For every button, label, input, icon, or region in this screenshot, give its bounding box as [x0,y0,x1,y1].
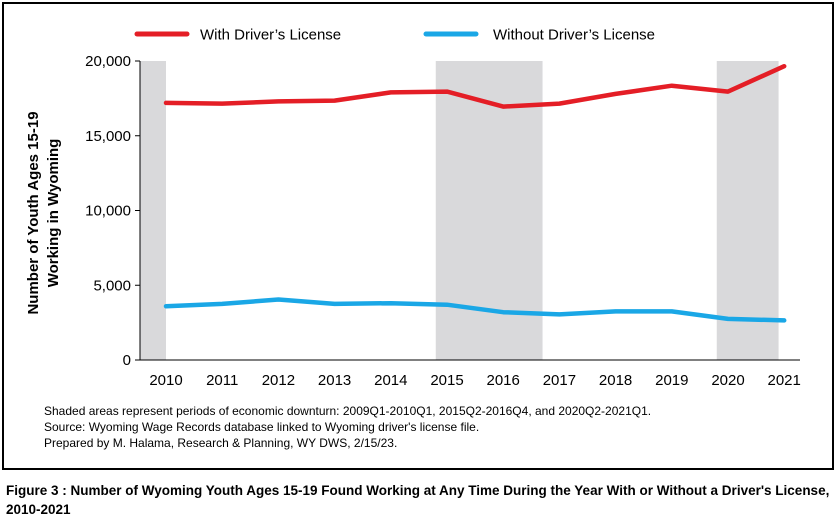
note-source: Source: Wyoming Wage Records database li… [44,420,480,434]
legend-label-1: With Driver’s License [200,27,341,44]
x-tick-label: 2019 [655,372,688,389]
note-prepared-by: Prepared by M. Halama, Research & Planni… [44,436,398,450]
x-tick-label: 2017 [543,372,576,389]
x-tick-label: 2010 [149,372,182,389]
x-tick-label: 2012 [262,372,295,389]
recession-band-1 [140,61,166,360]
x-tick-label: 2015 [430,372,463,389]
figure-caption: Figure 3 : Number of Wyoming Youth Ages … [6,483,830,517]
chart-axes: 0 5,000 10,000 15,000 20,000 2010 2011 2012 2013… [85,53,801,389]
series-line-1 [163,63,787,109]
x-tick-label: 2014 [374,372,407,389]
x-tick-label: 2018 [599,372,632,389]
y-tick-label: 15,000 [85,128,131,145]
x-tick-label: 2011 [206,372,238,389]
legend-label-2: Without Driver’s License [493,27,655,44]
recession-shading [140,61,779,360]
y-tick-label: 5,000 [93,277,131,294]
y-axis-label-line2: Working in Wyoming [45,139,62,288]
y-tick-label: 20,000 [85,53,131,70]
chart-notes: Shaded areas represent periods of econom… [44,403,651,451]
note-downturn: Shaded areas represent periods of econom… [44,404,652,418]
x-tick-label: 2016 [487,372,520,389]
y-tick-label: 10,000 [85,203,131,220]
legend: With Driver’s License Without Driver’s Li… [134,27,655,44]
x-tick-label: 2020 [711,372,744,389]
line-chart: 0 5,000 10,000 15,000 20,000 2010 2011 2012 2013… [25,27,801,390]
series-line-2 [163,297,787,323]
series-lines [163,63,787,323]
x-tick-label: 2013 [318,372,351,389]
x-tick-label: 2021 [768,372,801,389]
y-tick-label: 0 [123,352,131,369]
recession-band-3 [716,61,779,360]
y-axis-label-line1: Number of Youth Ages 15-19 [25,111,42,314]
